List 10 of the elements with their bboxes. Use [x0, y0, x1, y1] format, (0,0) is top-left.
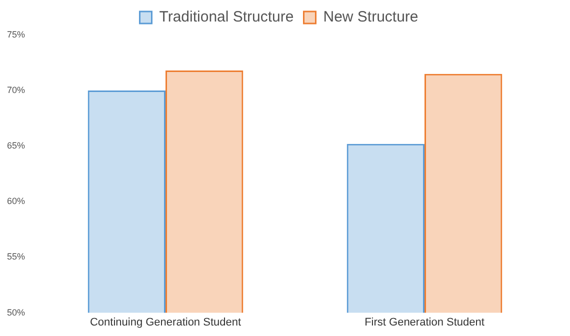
- legend-label: New Structure: [323, 8, 418, 26]
- y-tick-label: 50%: [7, 307, 26, 318]
- legend-label: Traditional Structure: [159, 8, 294, 26]
- x-tick-label: Continuing Generation Student: [90, 316, 242, 328]
- y-tick-label: 65%: [7, 140, 26, 151]
- y-tick-label: 55%: [7, 252, 26, 262]
- y-tick-label: 70%: [7, 85, 26, 96]
- x-tick-label: First Generation Student: [364, 316, 484, 328]
- y-tick-label: 60%: [7, 196, 26, 206]
- y-tick-label: 75%: [7, 29, 26, 40]
